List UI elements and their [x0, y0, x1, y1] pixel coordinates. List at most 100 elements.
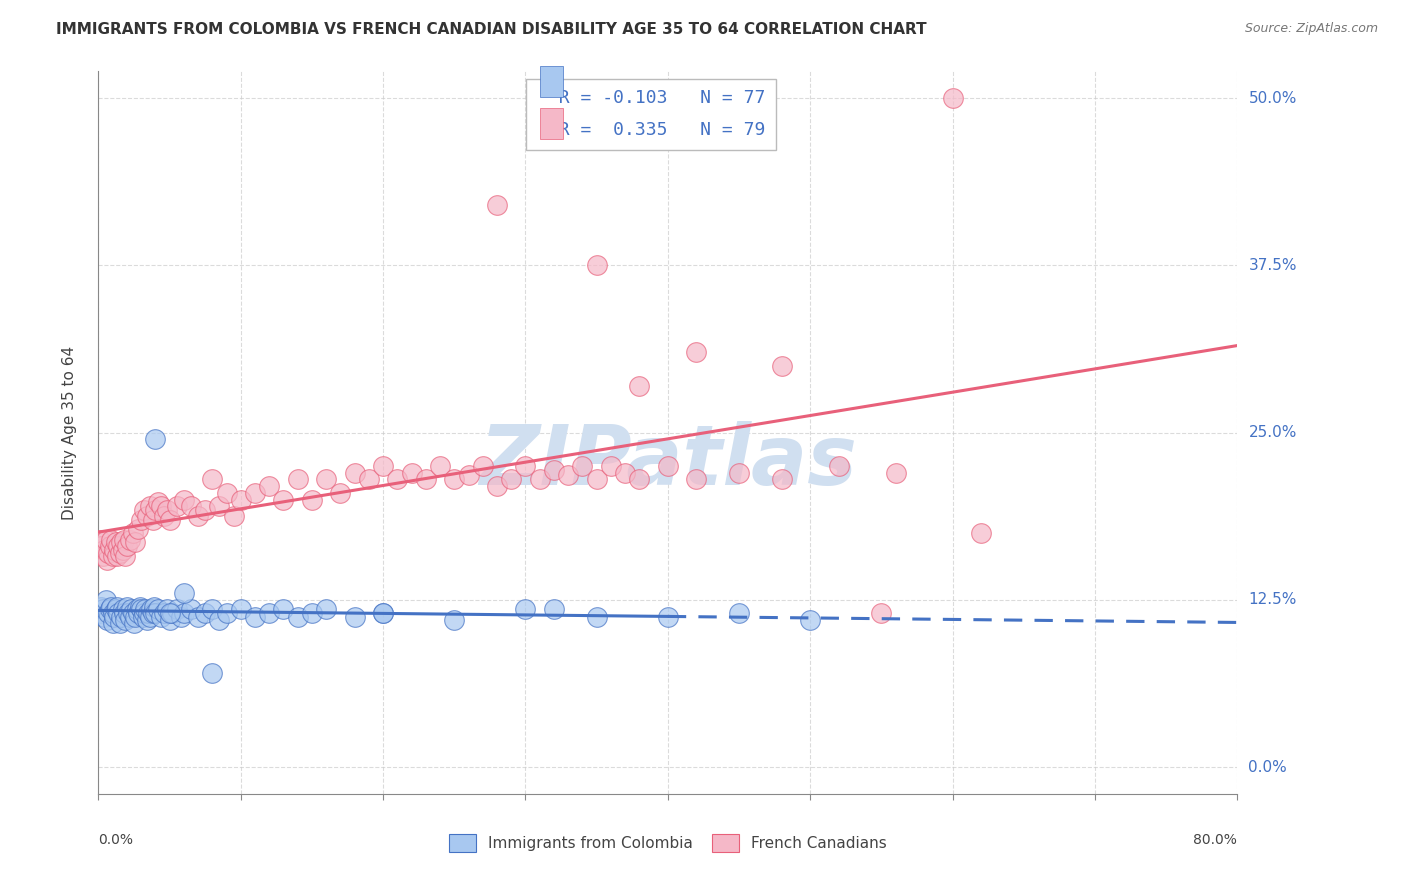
Point — [173, 492, 195, 507]
Text: 37.5%: 37.5% — [1249, 258, 1296, 273]
Point — [156, 602, 179, 616]
Point — [728, 466, 751, 480]
Point — [145, 503, 167, 517]
Point — [287, 610, 309, 624]
Point — [89, 607, 111, 621]
Point — [373, 459, 395, 474]
Point — [162, 607, 184, 621]
Point — [166, 602, 188, 616]
Point — [770, 473, 793, 487]
Point — [120, 602, 142, 616]
Point — [103, 543, 125, 558]
Point — [387, 473, 409, 487]
Point — [148, 602, 170, 616]
Point — [215, 607, 238, 621]
Point — [134, 602, 156, 616]
Point — [343, 610, 366, 624]
Point — [97, 546, 120, 560]
FancyBboxPatch shape — [540, 66, 562, 96]
Point — [115, 539, 138, 553]
Text: IMMIGRANTS FROM COLOMBIA VS FRENCH CANADIAN DISABILITY AGE 35 TO 64 CORRELATION : IMMIGRANTS FROM COLOMBIA VS FRENCH CANAD… — [56, 22, 927, 37]
Point — [222, 508, 245, 523]
Point — [208, 613, 231, 627]
Point — [121, 526, 143, 541]
Point — [229, 602, 252, 616]
Point — [301, 607, 323, 621]
Point — [129, 512, 152, 526]
Point — [93, 543, 115, 558]
Point — [150, 610, 173, 624]
Point — [201, 666, 224, 681]
Point — [104, 535, 127, 549]
Point — [208, 500, 231, 514]
Point — [114, 613, 136, 627]
Point — [585, 610, 607, 624]
Point — [273, 602, 295, 616]
Point — [942, 91, 965, 105]
Point — [486, 479, 509, 493]
Point — [103, 610, 125, 624]
Point — [117, 607, 139, 621]
Point — [329, 485, 352, 500]
Point — [243, 485, 266, 500]
Point — [101, 615, 124, 630]
Point — [110, 535, 132, 549]
Point — [150, 500, 173, 514]
Point — [471, 459, 494, 474]
Point — [108, 546, 131, 560]
Point — [108, 615, 131, 630]
Y-axis label: Disability Age 35 to 64: Disability Age 35 to 64 — [62, 345, 77, 520]
Point — [515, 459, 537, 474]
Point — [145, 607, 167, 621]
Point — [201, 473, 224, 487]
Point — [90, 539, 112, 553]
Text: 0.0%: 0.0% — [98, 833, 134, 847]
Point — [90, 599, 112, 614]
Point — [96, 552, 118, 567]
Point — [97, 607, 120, 621]
Point — [259, 607, 281, 621]
Point — [135, 508, 157, 523]
Point — [101, 607, 124, 621]
Point — [142, 599, 165, 614]
Point — [543, 602, 565, 616]
Point — [107, 607, 129, 621]
Point — [243, 610, 266, 624]
Point — [112, 607, 135, 621]
Text: ZIPatlas: ZIPatlas — [479, 421, 856, 502]
Point — [121, 607, 143, 621]
Point — [614, 466, 637, 480]
Point — [571, 459, 593, 474]
Point — [657, 459, 679, 474]
Point — [132, 503, 155, 517]
Point — [884, 466, 907, 480]
Point — [557, 468, 579, 483]
Point — [118, 533, 141, 547]
Point — [728, 607, 751, 621]
Point — [100, 533, 122, 547]
Point — [870, 607, 893, 621]
Point — [543, 463, 565, 477]
Point — [187, 508, 209, 523]
Point — [415, 473, 437, 487]
Point — [138, 610, 160, 624]
Point — [828, 459, 851, 474]
Point — [145, 433, 167, 447]
Point — [122, 615, 145, 630]
Point — [187, 610, 209, 624]
Point — [486, 198, 509, 212]
Point — [180, 602, 202, 616]
Point — [107, 539, 129, 553]
Point — [685, 345, 707, 359]
Point — [159, 607, 181, 621]
Point — [315, 473, 337, 487]
Point — [229, 492, 252, 507]
Point — [159, 512, 181, 526]
Point — [112, 533, 135, 547]
Point — [101, 549, 124, 563]
Point — [357, 473, 380, 487]
Text: 25.0%: 25.0% — [1249, 425, 1296, 440]
Point — [301, 492, 323, 507]
Point — [373, 607, 395, 621]
Point — [315, 602, 337, 616]
